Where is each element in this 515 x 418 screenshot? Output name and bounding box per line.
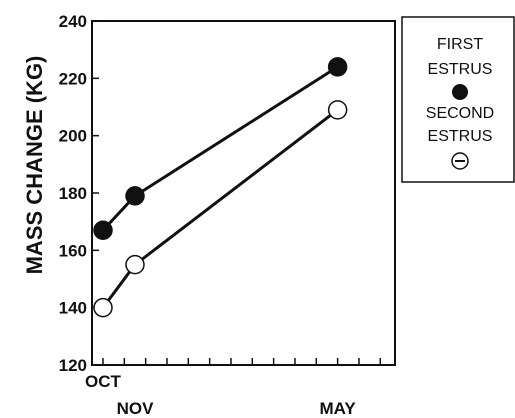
y-tick-label: 120: [59, 356, 87, 375]
data-point-filled: [93, 220, 113, 241]
data-point-open: [327, 100, 348, 120]
y-tick-label: 140: [59, 299, 87, 318]
series-line: [101, 108, 339, 309]
y-axis-title: MASS CHANGE (KG): [22, 56, 47, 275]
y-tick-label: 160: [59, 241, 87, 260]
y-tick-label: 240: [59, 12, 87, 31]
legend-entry-1-line-1: FIRST: [437, 36, 483, 53]
series-line: [101, 65, 339, 232]
data-point-filled: [327, 57, 348, 77]
legend-entry-2-line-1: SECOND: [426, 105, 494, 122]
x-axis-ticks: OCT NOV MAY: [85, 358, 382, 418]
data-point-open: [93, 297, 113, 318]
data-point-open: [125, 254, 145, 275]
legend-entry-1-line-2: ESTRUS: [428, 61, 493, 78]
x-tick-label: NOV: [117, 399, 155, 418]
y-tick-label: 200: [59, 127, 87, 146]
legend-filled-circle-icon: [452, 84, 468, 100]
legend: FIRST ESTRUS SECOND ESTRUS: [401, 16, 515, 183]
data-point-filled: [125, 186, 145, 206]
x-tick-label: MAY: [320, 399, 357, 418]
legend-entry-2-line-2: ESTRUS: [428, 128, 493, 145]
y-tick-label: 180: [59, 184, 87, 203]
x-tick-label: OCT: [85, 372, 122, 391]
series-layer: [93, 57, 348, 318]
y-axis-ticks: 120 140 160 180 200 220 240: [59, 12, 99, 375]
legend-box: [401, 16, 515, 183]
y-tick-label: 220: [59, 69, 87, 88]
